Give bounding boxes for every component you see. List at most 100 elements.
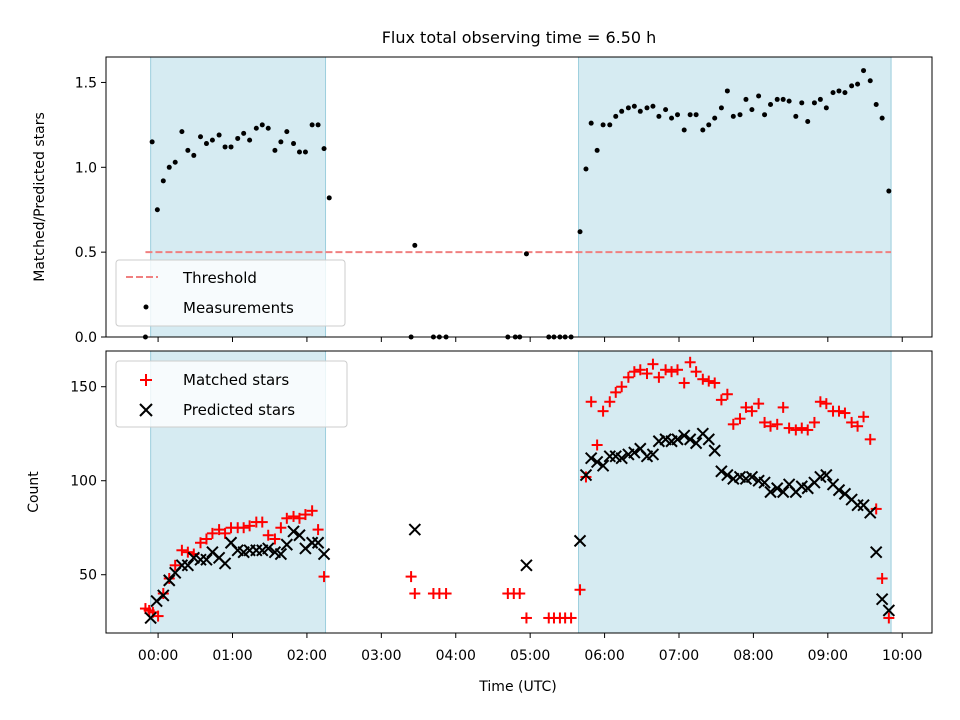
- matched-star-point: [765, 420, 777, 432]
- matched-star-point: [833, 405, 845, 417]
- matched-star-point: [759, 416, 771, 428]
- matched-star-point: [610, 386, 622, 398]
- matched-star-point: [238, 522, 250, 534]
- measurement-point: [855, 81, 861, 87]
- measurement-point: [786, 98, 792, 104]
- measurement-point: [291, 141, 297, 147]
- matched-star-point: [299, 509, 311, 521]
- bottom-legend: Matched stars Predicted stars: [115, 360, 348, 428]
- predicted-star-point: [758, 476, 771, 489]
- measurement-point: [637, 108, 643, 114]
- matched-star-point: [697, 373, 709, 385]
- matched-star-point: [163, 572, 175, 584]
- measurement-point: [172, 159, 178, 165]
- matched-star-point: [703, 375, 715, 387]
- matched-star-point: [269, 533, 281, 545]
- predicted-star-point: [218, 557, 232, 570]
- predicted-star-point: [708, 444, 721, 457]
- top-measurement-points: [142, 68, 892, 340]
- measurement-point: [160, 178, 166, 184]
- matched-star-point: [820, 398, 832, 410]
- predicted-star-point: [721, 468, 734, 482]
- bottom-xtick-label: 01:00: [212, 648, 252, 664]
- matched-star-point: [206, 527, 218, 539]
- matched-star-point: [195, 537, 207, 549]
- measurement-point: [663, 107, 669, 113]
- bottom-xtick-label: 09:00: [808, 648, 848, 664]
- bottom-xtick-label: 02:00: [287, 648, 327, 664]
- measurement-point: [315, 122, 321, 128]
- measurement-point: [265, 125, 271, 131]
- matched-star-point: [514, 588, 526, 600]
- matched-star-point: [796, 422, 808, 434]
- matched-star-point: [777, 401, 789, 413]
- predicted-star-point: [262, 542, 275, 555]
- measurement-point: [321, 146, 327, 152]
- matched-star-point: [814, 396, 826, 408]
- measurement-point: [650, 103, 656, 109]
- predicted-star-point: [628, 446, 641, 459]
- legend-measurements-label: Measurements: [183, 299, 294, 317]
- legend-matched-swatch: [140, 374, 152, 386]
- predicted-star-point: [832, 483, 846, 497]
- bottom-xtick-label: 10:00: [882, 648, 922, 664]
- predicted-star-point: [671, 433, 684, 446]
- bottom-shaded-interval: [578, 351, 892, 633]
- measurement-point: [154, 207, 160, 213]
- top-ytick-label: 0.5: [75, 245, 97, 261]
- matched-star-point: [262, 529, 274, 541]
- measurement-point: [842, 90, 848, 96]
- measurement-point: [235, 135, 241, 141]
- bottom-ytick-label: 100: [70, 474, 97, 490]
- predicted-star-point: [181, 559, 195, 572]
- matched-star-point: [152, 610, 164, 622]
- predicted-star-point: [683, 433, 697, 446]
- predicted-star-point: [573, 534, 587, 548]
- measurement-point: [644, 105, 650, 111]
- measurement-point: [873, 102, 879, 108]
- measurement-point: [326, 195, 332, 201]
- measurement-point: [241, 130, 247, 136]
- measurement-point: [594, 147, 600, 153]
- chart-title: Flux total observing time = 6.50 h: [382, 28, 657, 47]
- top-axes-frame: [105, 56, 933, 338]
- measurement-point: [198, 134, 204, 140]
- predicted-star-point: [596, 459, 610, 472]
- measurement-point: [656, 113, 662, 119]
- matched-star-point: [182, 546, 194, 558]
- predicted-star-point: [677, 429, 691, 442]
- measurement-point: [583, 166, 589, 172]
- predicted-star-point: [771, 482, 784, 495]
- measurement-point: [706, 122, 712, 128]
- matched-star-point: [858, 411, 870, 423]
- bottom-xtick-label: 00:00: [138, 648, 178, 664]
- measurement-point: [302, 149, 308, 155]
- matched-star-point: [783, 422, 795, 434]
- matched-star-point: [409, 588, 421, 600]
- predicted-star-point: [293, 529, 306, 542]
- predicted-star-point: [144, 611, 157, 625]
- matched-stars-points: [139, 356, 895, 624]
- matched-star-point: [213, 524, 225, 536]
- matched-star-point: [678, 377, 690, 389]
- predicted-star-point: [274, 547, 288, 561]
- measurement-point: [185, 147, 191, 153]
- measurement-point: [780, 96, 786, 102]
- measurement-point: [253, 125, 259, 131]
- predicted-star-point: [157, 589, 170, 602]
- bottom-x-axis: 00:00 01:00 02:00 03:00 04:00 05:00 06:00 07:00…: [138, 633, 922, 664]
- measurement-point: [228, 144, 234, 150]
- predicted-star-point: [163, 574, 176, 587]
- measurement-point: [309, 122, 315, 128]
- measurement-point: [284, 129, 290, 135]
- measurement-point: [600, 122, 606, 128]
- matched-star-point: [219, 527, 231, 539]
- matched-star-point: [312, 524, 324, 536]
- predicted-star-point: [579, 468, 593, 482]
- measurement-point: [613, 113, 619, 119]
- bottom-ytick-label: 150: [70, 380, 97, 396]
- legend-measurements-swatch: [143, 304, 149, 310]
- matched-star-point: [790, 424, 802, 436]
